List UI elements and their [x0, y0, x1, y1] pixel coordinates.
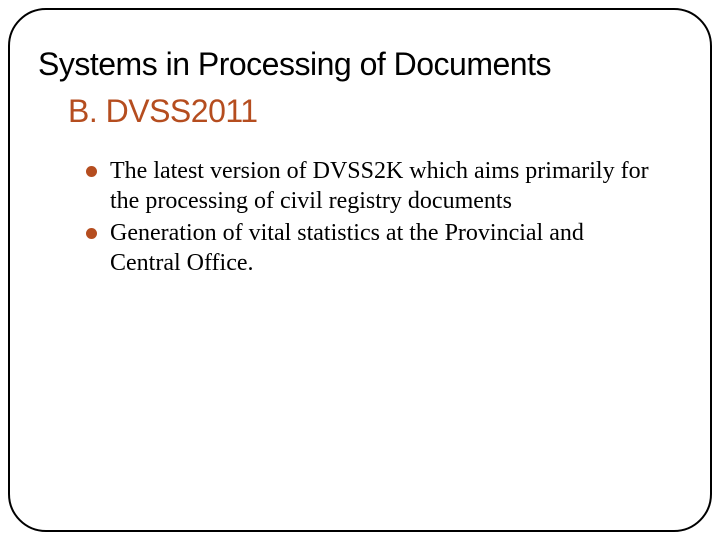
- bullet-item: Generation of vital statistics at the Pr…: [86, 218, 652, 278]
- slide-frame: Systems in Processing of Documents B. DV…: [8, 8, 712, 532]
- bullet-list: The latest version of DVSS2K which aims …: [86, 156, 652, 278]
- slide-subtitle: B. DVSS2011: [68, 93, 682, 130]
- slide-title: Systems in Processing of Documents: [38, 46, 682, 83]
- bullet-item: The latest version of DVSS2K which aims …: [86, 156, 652, 216]
